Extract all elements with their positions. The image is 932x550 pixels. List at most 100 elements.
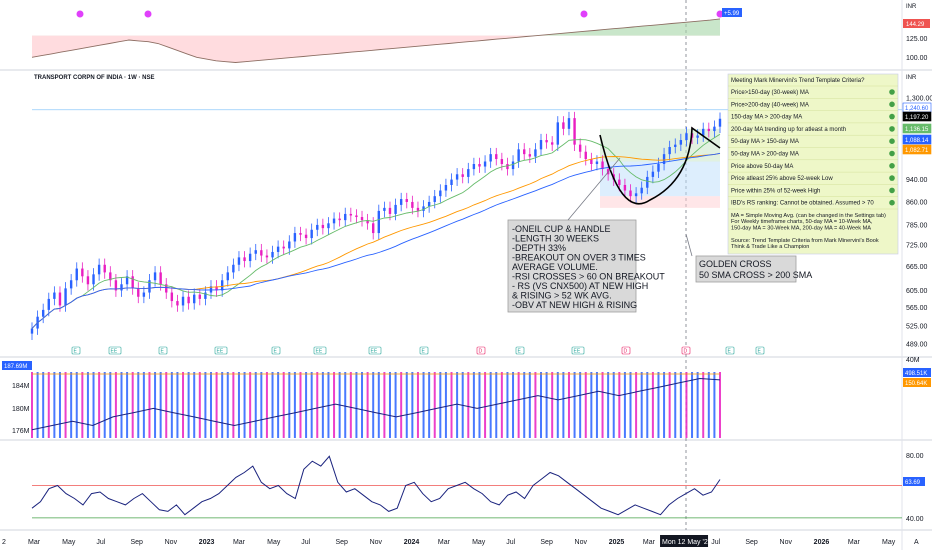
volume-bar bbox=[249, 372, 252, 438]
candle-body bbox=[220, 280, 224, 291]
volume-bar bbox=[53, 372, 56, 438]
candle-body bbox=[573, 118, 576, 145]
cup-handle-line: -DEPTH 33% bbox=[512, 243, 566, 253]
marker-box bbox=[755, 346, 765, 355]
marker-label: EE bbox=[371, 349, 378, 355]
marker-label: E bbox=[422, 349, 426, 355]
annotation-pointer bbox=[567, 157, 621, 221]
time-axis[interactable]: Mar May Jul Sep Nov 2023 Mar May Jul Sep Nov 2024 Ma… bbox=[28, 535, 896, 547]
price-label: 1,240.60 bbox=[905, 106, 929, 112]
candle-body bbox=[640, 187, 643, 194]
volume-bar bbox=[545, 372, 548, 438]
cup-handle-curve bbox=[599, 126, 721, 205]
volume-bar bbox=[629, 372, 632, 438]
volume-bar bbox=[517, 372, 520, 438]
volume-bar bbox=[305, 372, 308, 438]
volume-tick: 176M bbox=[12, 428, 30, 435]
rs-new-high-dot bbox=[144, 10, 152, 18]
volume-bar bbox=[467, 372, 470, 438]
volume-bar bbox=[534, 372, 537, 438]
time-label: Mar bbox=[438, 539, 451, 546]
trend-row-check-icon bbox=[889, 138, 895, 144]
candle-body bbox=[193, 294, 196, 304]
time-label: Sep bbox=[335, 539, 348, 546]
volume-panel[interactable] bbox=[31, 372, 721, 438]
candle-body bbox=[450, 179, 453, 185]
golden-cross-annotation[interactable]: GOLDEN CROSS 50 SMA CROSS > 200 SMA bbox=[695, 255, 812, 283]
candle-body bbox=[58, 292, 62, 306]
candle-body bbox=[511, 161, 515, 170]
candle-body bbox=[159, 272, 162, 285]
candle-body bbox=[483, 161, 487, 167]
volume-bar bbox=[713, 372, 716, 438]
volume-bar bbox=[573, 372, 576, 438]
volume-bar bbox=[495, 372, 498, 438]
marker-box bbox=[214, 346, 228, 355]
volume-bar bbox=[416, 372, 419, 438]
volume-bar bbox=[405, 372, 408, 438]
candle-body bbox=[204, 292, 207, 299]
candle-body bbox=[114, 280, 118, 291]
volume-bar bbox=[260, 372, 263, 438]
volume-bar bbox=[316, 372, 319, 438]
marker-box bbox=[271, 346, 281, 355]
price-label: 1,197.20 bbox=[905, 115, 929, 121]
candle-body bbox=[92, 274, 95, 285]
volume-ma-label: 187.69M bbox=[4, 364, 27, 370]
price-label-box bbox=[902, 134, 932, 145]
candle-body bbox=[86, 276, 90, 285]
volume-bar bbox=[439, 372, 442, 438]
price-label: 1,082.71 bbox=[905, 148, 929, 154]
candle-body bbox=[332, 218, 336, 224]
volume-bar bbox=[310, 372, 313, 438]
candle-body bbox=[550, 142, 554, 145]
time-label: Nov bbox=[165, 539, 178, 546]
candle-body bbox=[567, 118, 571, 129]
candle-body bbox=[674, 144, 677, 147]
volume-bar bbox=[444, 372, 447, 438]
volume-label: 498.51K bbox=[905, 371, 927, 377]
volume-bar bbox=[366, 372, 369, 438]
marker-label: D bbox=[684, 349, 688, 355]
rsi-panel[interactable] bbox=[31, 455, 902, 519]
candle-body bbox=[539, 140, 543, 150]
time-axis-stub-right: A bbox=[914, 539, 919, 546]
volume-bar bbox=[668, 372, 671, 438]
volume-bar bbox=[31, 372, 33, 438]
cup-handle-line: -OBV AT NEW HIGH & RISING bbox=[512, 300, 637, 310]
marker-label: EE bbox=[111, 349, 118, 355]
annotation-pointer bbox=[685, 233, 693, 257]
candle-body bbox=[109, 272, 112, 281]
candle-body bbox=[198, 294, 202, 299]
volume-bar bbox=[394, 372, 397, 438]
rs-pct-label: +5.99 bbox=[724, 11, 740, 17]
volume-bar bbox=[137, 372, 140, 438]
time-label: Jul bbox=[301, 539, 310, 546]
marker-box bbox=[476, 346, 486, 355]
trend-row-check-icon bbox=[889, 199, 895, 206]
trend-note: 150-day MA = 30-Week MA, 200-day MA = 40… bbox=[731, 225, 871, 231]
volume-bar bbox=[159, 372, 162, 438]
volume-bar bbox=[154, 372, 157, 438]
trend-row-check-icon bbox=[889, 163, 895, 169]
volume-bar bbox=[567, 372, 570, 438]
rs-new-high-dot bbox=[76, 10, 84, 18]
volume-bar bbox=[36, 372, 39, 438]
volume-bar bbox=[42, 372, 45, 438]
candle-body bbox=[377, 210, 380, 234]
price-label: 1,136.15 bbox=[905, 127, 929, 133]
cup-handle-annotation[interactable]: -ONEIL CUP & HANDLE-LENGTH 30 WEEKS-DEPT… bbox=[507, 219, 665, 313]
candle-body bbox=[366, 220, 369, 224]
trend-table-bg bbox=[727, 73, 899, 255]
candle-body bbox=[455, 174, 459, 180]
marker-label: E bbox=[728, 349, 732, 355]
relative-strength-panel[interactable] bbox=[31, 10, 724, 63]
trend-template-table[interactable]: Meeting Mark Minervini's Trend Template … bbox=[727, 73, 899, 255]
candle-body bbox=[439, 190, 442, 197]
price-panel[interactable] bbox=[30, 109, 902, 340]
candle-body bbox=[271, 251, 274, 258]
cup-handle-line: -BREAKOUT ON OVER 3 TIMES bbox=[512, 253, 646, 263]
volume-bar bbox=[277, 372, 280, 438]
time-label: Sep bbox=[745, 539, 758, 546]
